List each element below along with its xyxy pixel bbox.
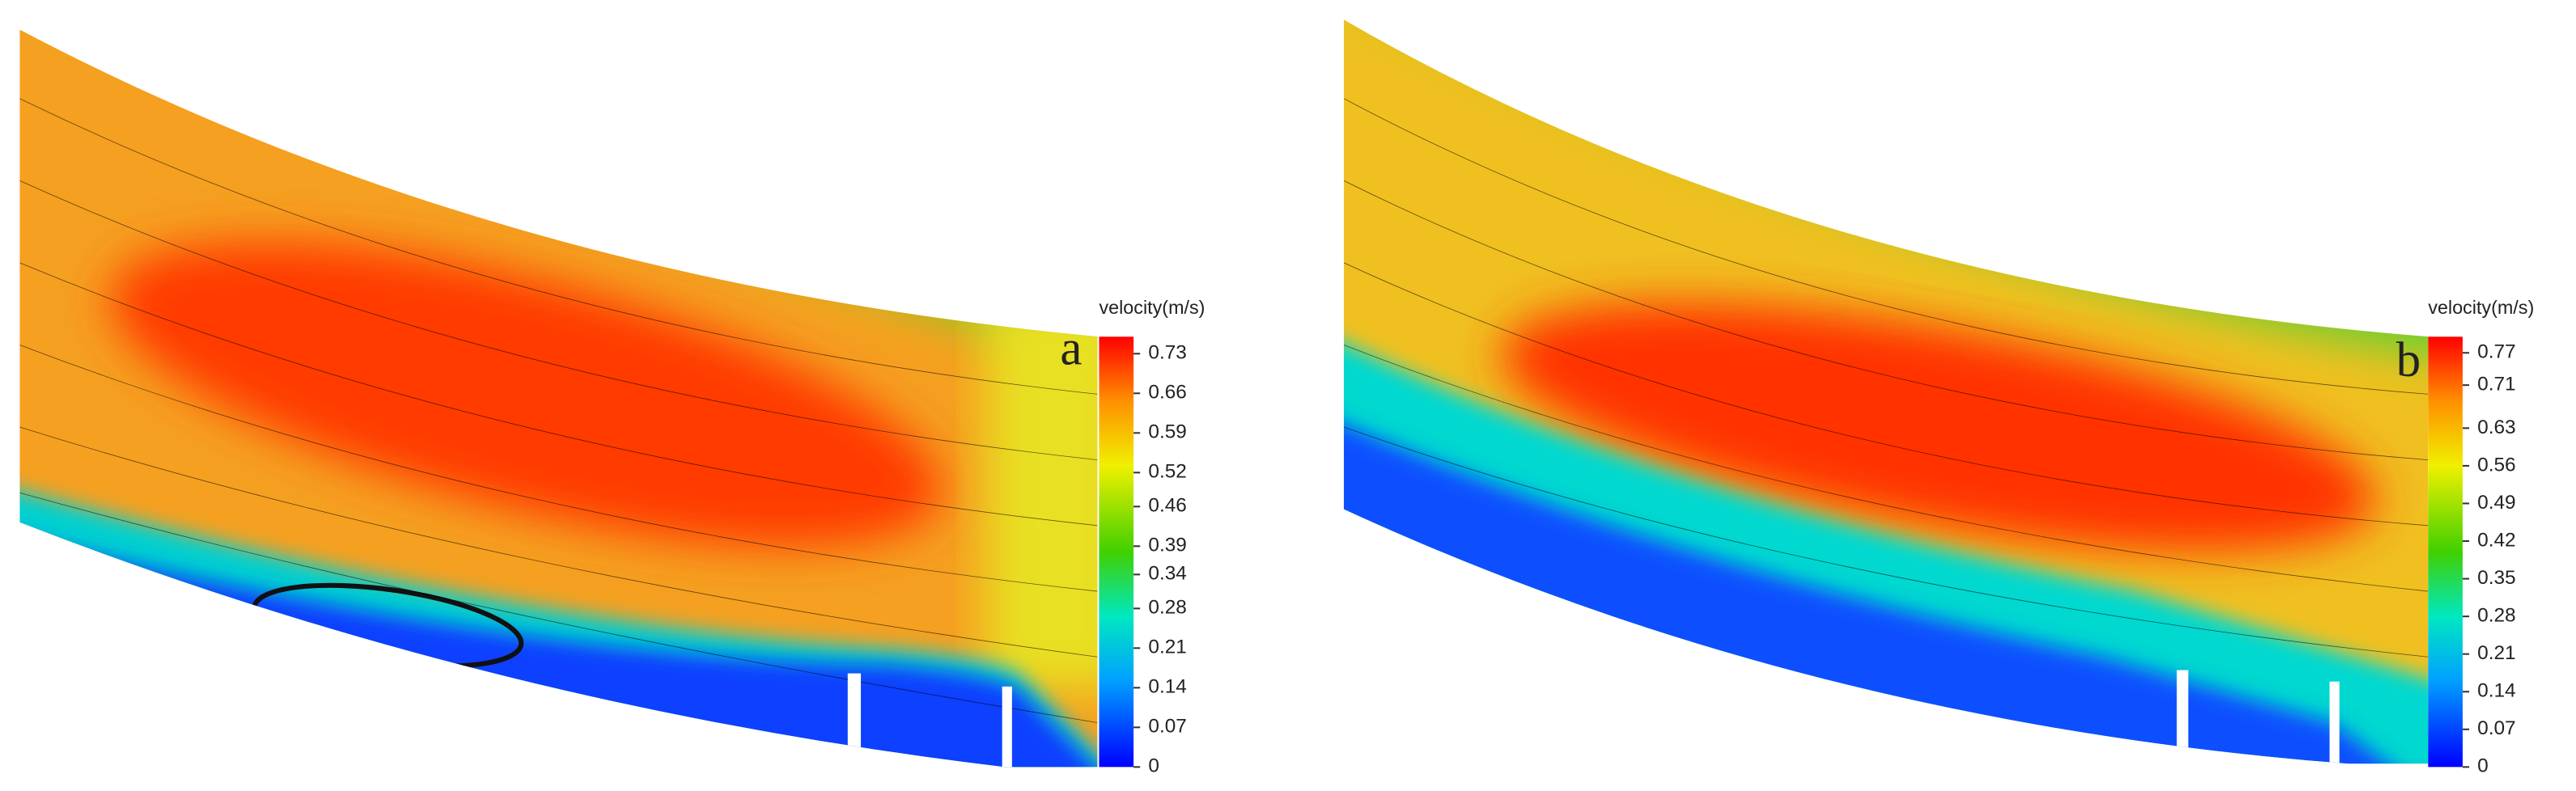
colorbar-tick-label: 0.28 — [2477, 605, 2515, 627]
colorbar-tick-label: 0.52 — [1148, 461, 1186, 483]
flow-field-b — [1344, 19, 2429, 764]
colorbar-tick-label: 0 — [1148, 755, 1159, 777]
colorbar-tick-label: 0.21 — [2477, 642, 2515, 664]
colorbar-tick-label: 0.34 — [1148, 563, 1186, 585]
colorbar-tick-label: 0.07 — [1148, 716, 1186, 738]
colorbar-title: velocity(m/s) — [1099, 297, 1205, 318]
colorbar-tick-label: 0.39 — [1148, 535, 1186, 556]
panel-label: b — [2396, 333, 2421, 387]
colorbar-title: velocity(m/s) — [2428, 297, 2534, 318]
colorbar-tick-label: 0.63 — [2477, 417, 2515, 438]
colorbar — [2428, 336, 2463, 768]
colorbar-tick-label: 0.71 — [2477, 374, 2515, 396]
flow-field-a — [19, 29, 1098, 768]
colorbar-tick-label: 0.28 — [1148, 597, 1186, 619]
colorbar-tick-label: 0.59 — [1148, 421, 1186, 443]
colorbar-tick-label: 0.14 — [2477, 680, 2515, 702]
colorbar-tick-label: 0.66 — [1148, 382, 1186, 404]
colorbar — [1099, 336, 1134, 768]
colorbar-tick-label: 0.42 — [2477, 529, 2515, 551]
colorbar-tick-label: 0.35 — [2477, 567, 2515, 589]
colorbar-tick-label: 0.77 — [2477, 341, 2515, 363]
panel-label: a — [1060, 322, 1082, 376]
colorbar-tick-label: 0 — [2477, 755, 2489, 777]
colorbar-tick-label: 0.46 — [1148, 495, 1186, 517]
colorbar-tick-label: 0.21 — [1148, 637, 1186, 658]
colorbar-tick-label: 0.56 — [2477, 454, 2515, 476]
colorbar-tick-label: 0.14 — [1148, 676, 1186, 698]
colorbar-tick-label: 0.49 — [2477, 492, 2515, 514]
colorbar-tick-label: 0.73 — [1148, 342, 1186, 364]
colorbar-tick-label: 0.07 — [2477, 717, 2515, 739]
